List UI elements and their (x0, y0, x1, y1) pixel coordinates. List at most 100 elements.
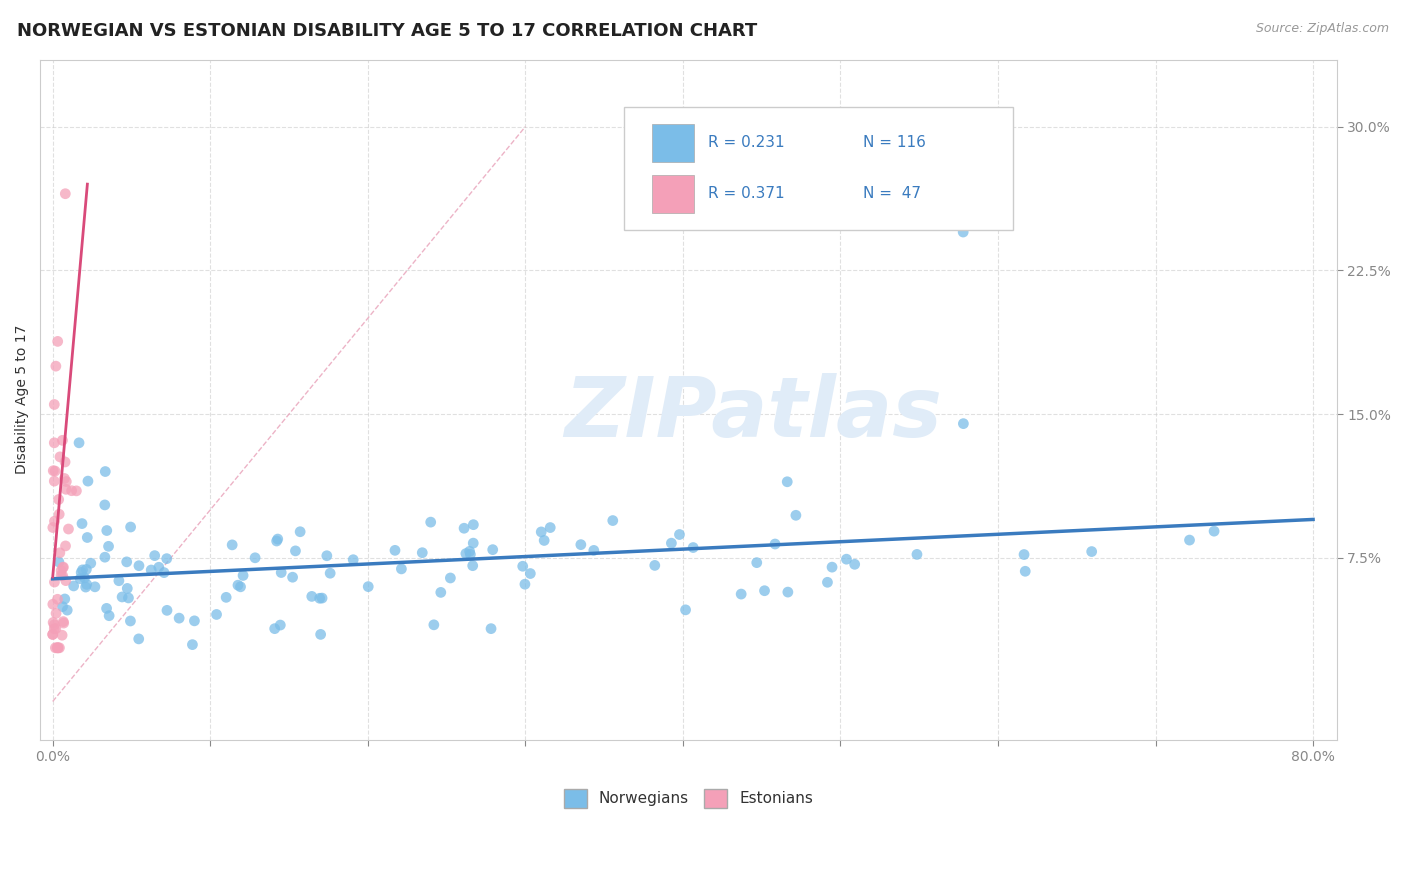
Point (309, 627, 332, 641)
Point (439, 571, 461, 585)
Point (42, 520, 65, 534)
Point (582, 543, 605, 558)
Point (952, 225, 974, 239)
Point (46, 334, 69, 349)
Point (266, 534, 288, 549)
Point (60, 483, 83, 498)
Point (423, 617, 446, 632)
Point (67, 435, 90, 450)
Point (513, 577, 536, 591)
Point (776, 475, 799, 489)
Point (117, 591, 139, 605)
Point (51, 599, 73, 614)
Point (569, 538, 592, 552)
Point (69, 572, 91, 586)
Point (52, 615, 75, 629)
Point (44, 575, 66, 590)
Point (51, 628, 73, 642)
Point (301, 590, 323, 604)
Point (461, 558, 484, 573)
Point (46, 592, 69, 607)
Point (776, 585, 799, 599)
Bar (652, 175, 693, 212)
Point (128, 558, 150, 573)
Point (817, 575, 839, 590)
Point (288, 524, 311, 539)
Point (41, 627, 63, 641)
Point (1204, 524, 1226, 538)
Point (53, 471, 76, 485)
Point (52, 560, 75, 574)
Point (96, 524, 118, 538)
Point (1012, 548, 1035, 562)
Point (55, 483, 77, 497)
Point (49, 568, 72, 582)
Point (94, 498, 117, 512)
Point (120, 520, 142, 534)
Point (530, 524, 553, 539)
Point (745, 556, 768, 570)
Point (229, 580, 252, 594)
Point (120, 614, 142, 628)
Point (115, 555, 138, 569)
Point (45, 622, 67, 636)
Point (72, 563, 94, 577)
Point (111, 590, 134, 604)
Point (357, 580, 380, 594)
Point (512, 559, 534, 574)
Point (153, 566, 176, 580)
Point (84, 580, 107, 594)
Point (46, 640, 69, 655)
Point (763, 537, 786, 551)
Point (65, 483, 87, 498)
Point (143, 549, 166, 563)
Point (269, 618, 291, 632)
Text: R = 0.371: R = 0.371 (707, 186, 785, 202)
Point (311, 591, 333, 606)
Point (181, 638, 204, 652)
Point (44, 514, 66, 528)
Text: R = 0.231: R = 0.231 (707, 136, 785, 151)
Point (42, 464, 65, 478)
Point (48, 555, 70, 569)
Point (76, 577, 98, 591)
Point (53, 591, 76, 606)
Point (46, 640, 69, 655)
Point (46, 640, 69, 655)
Point (384, 543, 406, 558)
Point (319, 566, 342, 581)
FancyBboxPatch shape (624, 107, 1012, 229)
Point (183, 614, 205, 628)
Point (754, 583, 776, 598)
Point (602, 514, 624, 528)
Point (48, 507, 70, 521)
Point (156, 603, 179, 617)
Point (73, 571, 96, 585)
Point (53, 186, 76, 201)
Point (52, 568, 75, 582)
Point (55, 475, 77, 489)
Bar (652, 124, 693, 161)
Point (668, 527, 690, 541)
Point (221, 538, 243, 552)
Point (55, 539, 77, 553)
Point (49, 546, 72, 560)
Point (70, 516, 93, 531)
Point (1014, 564, 1036, 578)
Point (51, 434, 73, 448)
Point (48, 640, 70, 655)
Point (215, 591, 238, 605)
Point (128, 632, 150, 646)
Point (460, 548, 482, 562)
Point (97, 539, 120, 553)
Point (661, 536, 683, 550)
Point (308, 591, 330, 606)
Point (44, 397, 66, 411)
Point (315, 549, 337, 563)
Y-axis label: Disability Age 5 to 17: Disability Age 5 to 17 (15, 325, 30, 475)
Point (156, 551, 179, 566)
Point (453, 521, 475, 535)
Point (42, 615, 65, 630)
Point (281, 570, 304, 584)
Point (108, 574, 131, 588)
